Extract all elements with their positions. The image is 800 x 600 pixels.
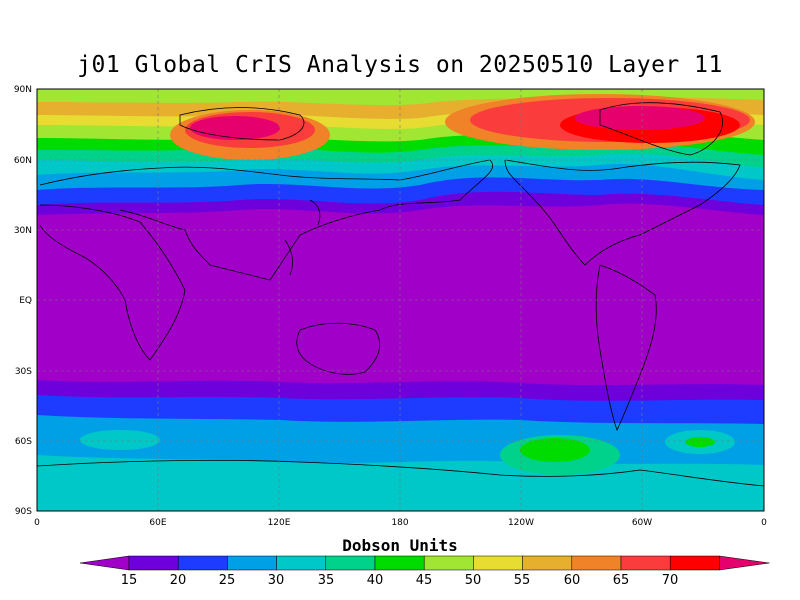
colorbar-swatch [473, 555, 523, 571]
colorbar-swatch [325, 555, 376, 571]
map-border [36, 88, 765, 512]
colorbar-swatch [522, 555, 573, 571]
lon-tick-label: 120E [268, 518, 291, 528]
lon-tick-label: 180 [391, 518, 408, 528]
grid-lines [37, 89, 764, 511]
lon-tick-label: 0 [34, 518, 40, 528]
colorbar-labels: 15 20 25 30 35 40 45 50 55 60 65 70 [121, 573, 679, 588]
lat-tick-label: EQ [19, 296, 32, 306]
lon-tick-label: 120W [508, 518, 534, 528]
colorbar-tick-label: 35 [318, 573, 335, 588]
lat-axis: 90N 60N 30N EQ 30S 60S 90S [14, 85, 32, 517]
colorbar-arrow-high [719, 555, 770, 571]
colorbar-swatch [374, 555, 425, 571]
colorbar-tick-label: 45 [416, 573, 433, 588]
colorbar [79, 555, 770, 571]
coastlines [37, 102, 764, 487]
colorbar-tick-label: 25 [219, 573, 236, 588]
lat-tick-label: 60N [14, 156, 32, 166]
map-title: j01 Global CrIS Analysis on 20250510 Lay… [77, 52, 723, 78]
lat-tick-label: 90S [15, 507, 32, 517]
colorbar-swatch [177, 555, 228, 571]
lon-tick-label: 60W [632, 518, 652, 528]
colorbar-swatch [620, 555, 671, 571]
colorbar-swatch [423, 555, 474, 571]
colorbar-tick-label: 65 [613, 573, 630, 588]
colorbar-tick-label: 70 [662, 573, 679, 588]
colorbar-arrow-low [79, 555, 130, 571]
colorbar-swatch [669, 555, 720, 571]
colorbar-swatch [227, 555, 277, 571]
lon-tick-label: 0 [761, 518, 767, 528]
colorbar-tick-label: 55 [514, 573, 531, 588]
colorbar-tick-label: 20 [170, 573, 187, 588]
colorbar-tick-label: 50 [465, 573, 482, 588]
lat-tick-label: 30S [15, 367, 32, 377]
lat-tick-label: 90N [14, 85, 32, 95]
colorbar-swatch [571, 555, 622, 571]
colorbar-tick-label: 60 [564, 573, 581, 588]
colorbar-tick-label: 30 [268, 573, 285, 588]
lon-axis: 0 60E 120E 180 120W 60W 0 [34, 518, 767, 528]
colorbar-swatch [128, 555, 179, 571]
lat-tick-label: 60S [15, 437, 32, 447]
colorbar-title: Dobson Units [342, 536, 458, 555]
lon-tick-label: 60E [149, 518, 166, 528]
colorbar-tick-label: 15 [121, 573, 138, 588]
ozone-field [37, 89, 764, 511]
lat-tick-label: 30N [14, 226, 32, 236]
colorbar-swatch [276, 555, 327, 571]
colorbar-tick-label: 40 [367, 573, 384, 588]
